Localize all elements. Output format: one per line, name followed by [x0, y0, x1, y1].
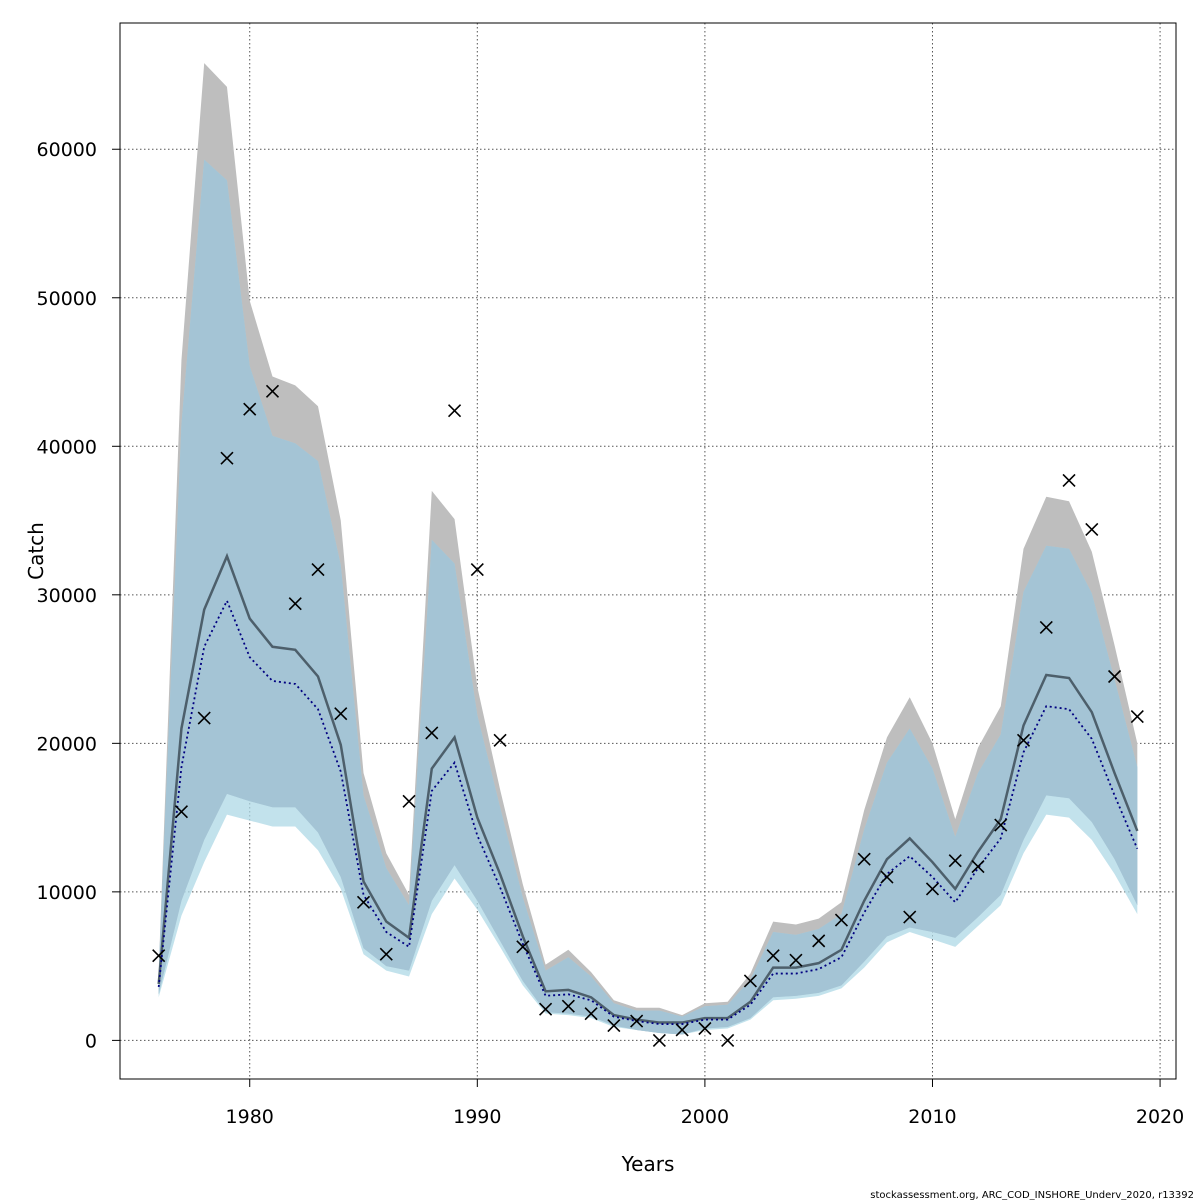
observed-point — [493, 733, 507, 747]
observed-point — [607, 1018, 621, 1033]
observed-point — [265, 384, 280, 398]
observed-point — [220, 451, 234, 465]
x-tick-label: 2020 — [1136, 1106, 1184, 1128]
observed-point — [1016, 733, 1031, 747]
y-tick-label: 50000 — [37, 288, 97, 310]
observed-point — [1039, 620, 1053, 635]
observed-point — [812, 934, 826, 948]
observed-point — [379, 947, 393, 961]
y-tick-label: 40000 — [37, 436, 97, 458]
y-tick-label: 10000 — [37, 882, 97, 904]
grid-lines — [120, 23, 1176, 1079]
footer-note: stockassessment.org, ARC_COD_INSHORE_Und… — [870, 1190, 1194, 1200]
observed-point — [880, 870, 894, 884]
overlap-band — [158, 159, 1138, 1035]
observed-point — [971, 860, 985, 874]
observed-point — [470, 562, 484, 577]
observed-point — [721, 1033, 735, 1047]
estimate-lines — [157, 552, 1139, 1025]
observed-point — [197, 711, 211, 725]
observed-point — [152, 949, 166, 963]
dotted-estimate-line — [157, 598, 1139, 1025]
median-line — [157, 552, 1139, 1024]
observed-point — [516, 940, 530, 954]
observed-point — [447, 404, 462, 418]
observed-point — [425, 726, 439, 740]
observed-point — [288, 597, 302, 611]
y-tick-label: 0 — [85, 1030, 97, 1052]
confidence-bands — [158, 63, 1138, 1035]
x-tick-label: 1990 — [453, 1106, 501, 1128]
observed-point — [539, 1002, 553, 1016]
observed-point — [243, 402, 257, 416]
observed-point — [925, 882, 940, 896]
axes: 1980 1990 2000 2010 2020 0 10000 20000 30000 4000… — [37, 139, 1185, 1128]
observed-point — [652, 1033, 666, 1047]
observed-point — [834, 913, 849, 927]
observed-point — [903, 910, 917, 924]
observed-point — [1062, 473, 1076, 488]
x-axis-title: Years — [621, 1152, 675, 1176]
observed-point — [675, 1023, 689, 1037]
observed-point — [1085, 522, 1099, 537]
observed-point — [766, 949, 780, 963]
observed-point — [311, 562, 325, 577]
y-axis-title: Catch — [24, 522, 48, 580]
observed-point — [1107, 669, 1122, 684]
observed-point — [1130, 710, 1144, 724]
x-tick-label: 2010 — [908, 1106, 956, 1128]
observed-point — [857, 852, 871, 866]
observed-point — [948, 854, 962, 868]
observed-point — [630, 1014, 644, 1028]
y-tick-label: 60000 — [37, 139, 97, 161]
observed-point — [174, 805, 189, 819]
observed-point — [584, 1007, 598, 1021]
observed-point — [334, 707, 348, 721]
x-tick-label: 2000 — [681, 1106, 729, 1128]
observed-point — [561, 999, 575, 1013]
observed-point — [698, 1021, 712, 1036]
x-tick-label: 1980 — [226, 1106, 274, 1128]
y-tick-label: 20000 — [37, 733, 97, 755]
observed-point — [402, 794, 416, 808]
observed-points — [152, 384, 1144, 1047]
observed-point — [789, 953, 803, 967]
observed-point — [994, 818, 1008, 832]
y-tick-label: 30000 — [37, 585, 97, 607]
observed-point — [356, 895, 371, 909]
observed-point — [743, 974, 757, 988]
